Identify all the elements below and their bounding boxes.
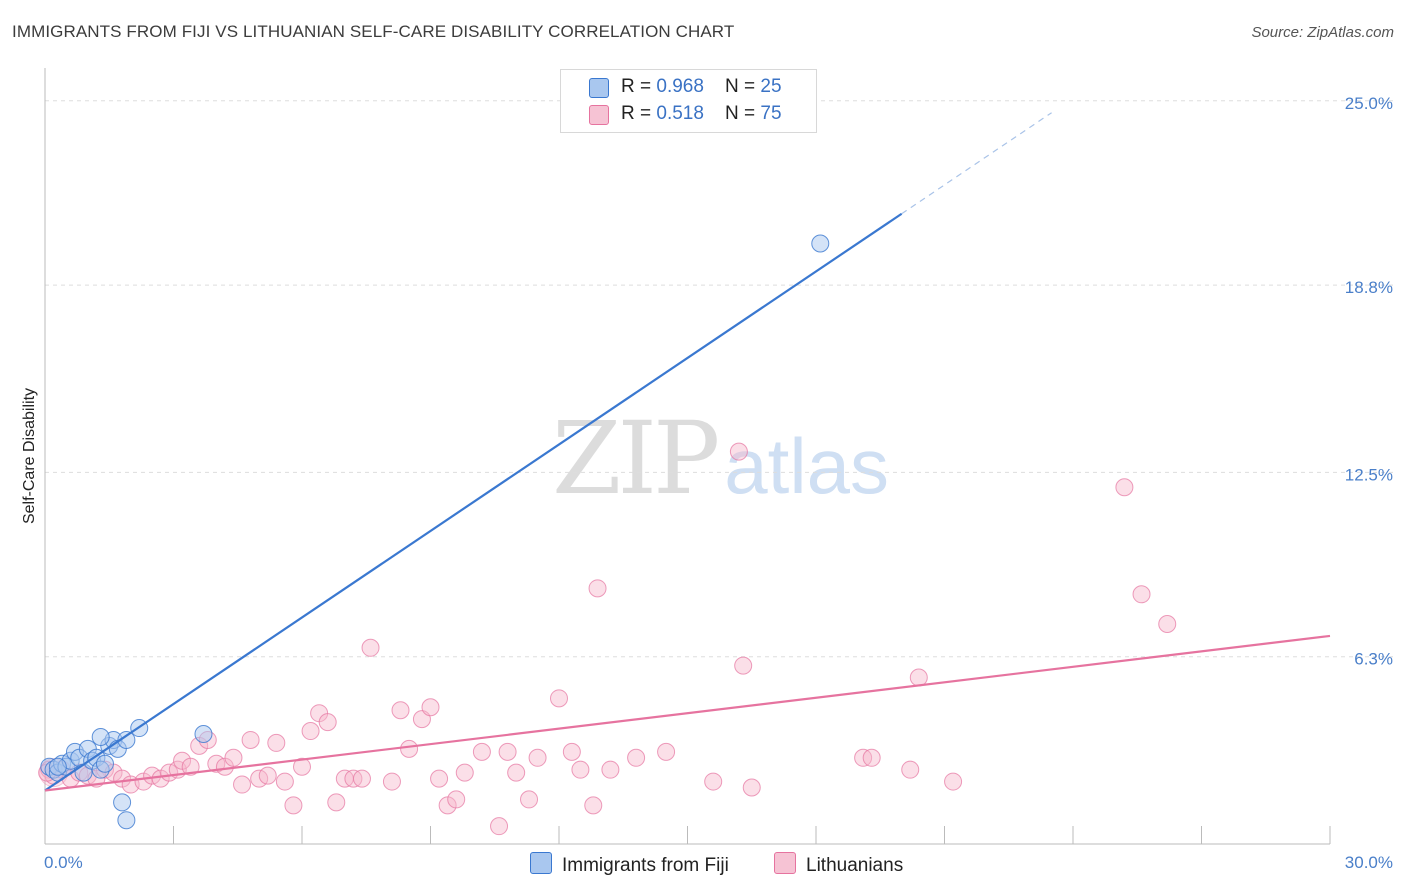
lithuanians-point <box>520 790 539 809</box>
lithuanians-point <box>571 760 590 779</box>
fiji-point <box>117 730 136 749</box>
bottom-legend-label-fiji: Immigrants from Fiji <box>562 855 729 876</box>
lithuanians-point <box>318 713 337 732</box>
fiji-point <box>91 727 110 746</box>
lithuanians-point <box>901 760 920 779</box>
lithuanians-point <box>400 739 419 758</box>
fiji-point <box>811 234 830 253</box>
legend-swatch-fiji <box>589 78 609 98</box>
lithuanians-point <box>421 698 440 717</box>
lithuanians-point <box>734 656 753 675</box>
lithuanians-point <box>382 772 401 791</box>
trendlines <box>44 112 1331 792</box>
bottom-legend-fiji: Immigrants from Fiji <box>530 852 729 877</box>
lithuanians-point <box>498 742 517 761</box>
gridlines <box>45 100 1395 658</box>
lithuanians-point <box>704 772 723 791</box>
lithuanians-point <box>352 769 371 788</box>
lithuanians-point <box>729 442 748 461</box>
fiji-point <box>113 793 132 812</box>
lithuanians-point <box>267 733 286 752</box>
lithuanians-point <box>361 638 380 657</box>
y-tick-label: 18.8% <box>1345 278 1393 297</box>
lithuanians-point <box>1115 478 1134 497</box>
lithuanians-point <box>944 772 963 791</box>
bottom-legend-swatch-fiji <box>530 852 552 874</box>
legend-n-value-fiji: 25 <box>760 76 782 97</box>
lithuanians-point <box>430 769 449 788</box>
fiji-points <box>40 234 830 830</box>
lithuanians-point <box>550 689 568 708</box>
chart-title: IMMIGRANTS FROM FIJI VS LITHUANIAN SELF-… <box>12 22 735 41</box>
lithuanians-point <box>1158 615 1177 634</box>
legend-r-value-lith: 0.518 <box>656 103 704 124</box>
lithuanians-point <box>584 796 603 815</box>
fiji-point <box>117 811 136 830</box>
lithuanians-point <box>293 757 311 776</box>
legend-r-value-fiji: 0.968 <box>656 76 704 97</box>
tick-labels: 6.3% 12.5% 18.8% 25.0% 0.0% 30.0% <box>44 94 1393 872</box>
lithuanians-point <box>327 793 346 812</box>
source-label: Source: ZipAtlas.com <box>1251 24 1394 41</box>
legend-n-value-lith: 75 <box>760 103 782 124</box>
bottom-legend-swatch-lith <box>774 852 796 874</box>
lithuanians-point <box>588 579 607 598</box>
legend-r-label: R = <box>621 103 657 124</box>
lithuanians-point <box>301 722 320 741</box>
lithuanians-point <box>601 760 620 779</box>
x-tick-label-max: 30.0% <box>1345 853 1393 872</box>
legend-swatch-lith <box>589 105 609 125</box>
lithuanians-point <box>472 742 491 761</box>
fiji-point <box>95 754 114 773</box>
lithuanians-point <box>528 748 547 767</box>
fiji-point <box>194 725 213 744</box>
lithuanians-point <box>224 748 243 767</box>
lithuanians-point <box>862 748 881 767</box>
fiji-point <box>48 757 67 776</box>
y-tick-label: 6.3% <box>1354 650 1393 669</box>
y-tick-label: 12.5% <box>1345 465 1393 484</box>
fiji-trendline-extension <box>901 112 1052 215</box>
axes <box>44 68 1331 845</box>
lithuanians-point <box>284 796 303 815</box>
lithuanians-point <box>241 730 260 749</box>
lithuanians-trendline <box>44 634 1331 792</box>
lithuanians-point <box>657 742 676 761</box>
legend-n-label: N = <box>725 76 761 97</box>
lithuanians-point <box>909 668 928 687</box>
fiji-trendline <box>44 212 903 792</box>
lithuanians-point <box>455 763 474 782</box>
lithuanians-point <box>742 778 761 797</box>
lithuanians-point <box>447 790 466 809</box>
lithuanians-point <box>181 757 200 776</box>
legend-r-label: R = <box>621 76 657 97</box>
lithuanians-point <box>1132 585 1151 604</box>
lithuanians-point <box>275 772 294 791</box>
lithuanians-point <box>233 775 252 794</box>
lithuanians-point <box>391 701 410 720</box>
y-tick-label: 25.0% <box>1345 94 1393 113</box>
lithuanians-point <box>490 817 509 836</box>
x-tick-label-min: 0.0% <box>44 853 83 872</box>
bottom-legend-label-lith: Lithuanians <box>806 855 904 876</box>
lithuanians-points <box>38 442 1177 836</box>
legend-n-label: N = <box>725 103 761 124</box>
correlation-legend: R = 0.968 N = 25 R = 0.518 N = 75 <box>560 69 817 133</box>
lithuanians-point <box>258 766 277 785</box>
lithuanians-point <box>627 748 646 767</box>
bottom-legend-lith: Lithuanians <box>774 852 903 877</box>
lithuanians-point <box>562 742 581 761</box>
lithuanians-point <box>507 763 526 782</box>
